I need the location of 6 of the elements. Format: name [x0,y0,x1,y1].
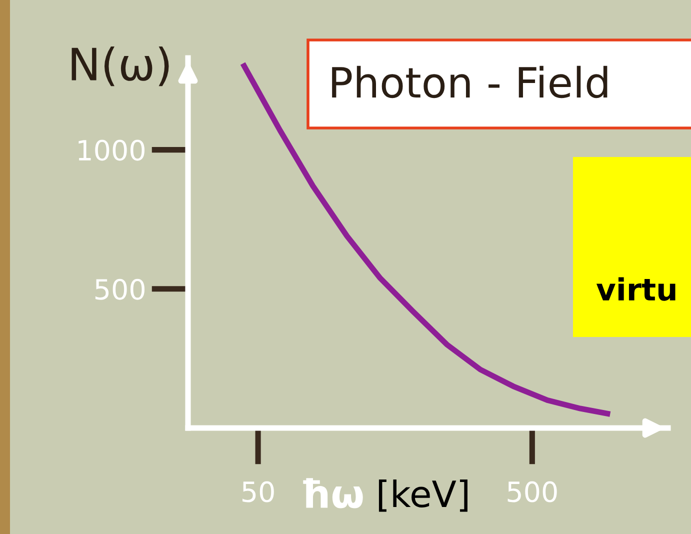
annotation: virtu [596,277,676,301]
annotation: Photon - Field [332,66,608,98]
y-tick-label: 1000 [78,140,144,161]
x-axis-title: ħω [keV] [303,478,468,512]
x-tick-label: 50 [242,481,274,502]
y-axis-title: N(ω) [72,46,169,86]
